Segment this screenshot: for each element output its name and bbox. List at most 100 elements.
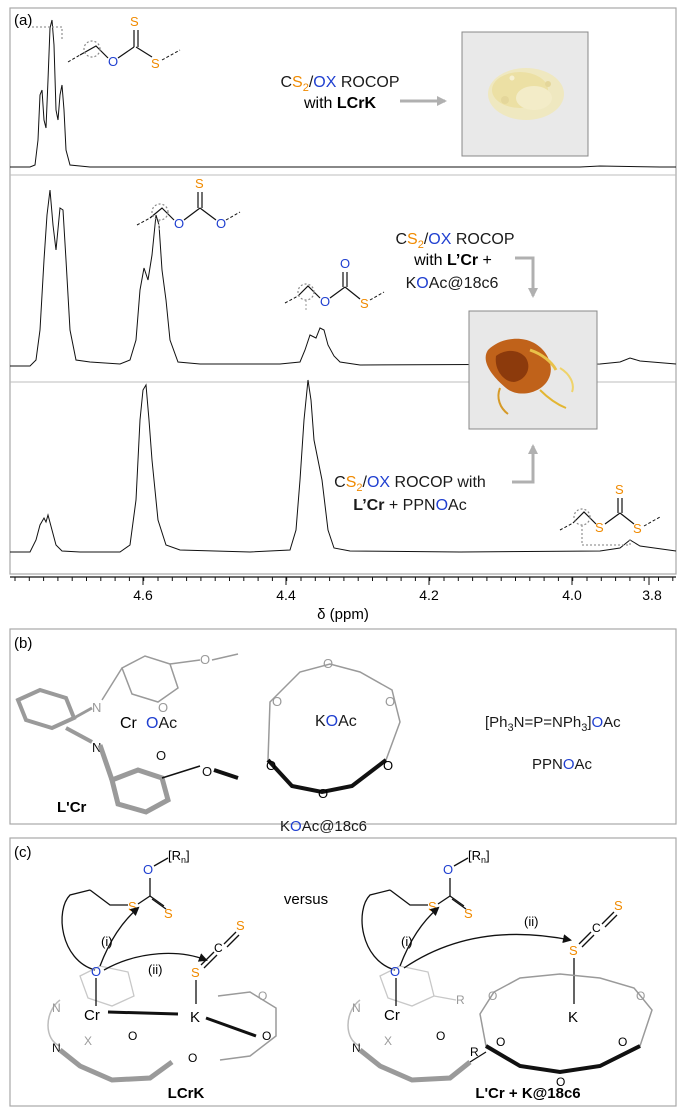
x-tick-4.0: 4.0 [562,587,582,603]
x-tick-4.2: 4.2 [419,587,439,603]
left-x: X [84,1034,92,1048]
caption-top-line1-seg-1: S [292,74,303,91]
crown-o-6: O [383,758,393,773]
panel-c-frame [9,837,677,1107]
ppn-formula: [Ph3N=P=NPh3]OAc [485,714,621,734]
caption-mid-line2: with L’Cr + [413,252,492,269]
caption-mid-line3-seg-1: O [416,275,428,292]
right-step-ii: (ii) [524,914,538,929]
atom-s-bot-3: S [633,521,642,536]
structure-bottom-trithiocarbonate: S S S [559,482,661,546]
atom-o-mid-1: O [174,216,184,231]
left-thioester-s: S [128,899,137,914]
crown-label: KOAc@18c6 [280,818,367,835]
left-step-i: (i) [101,934,113,949]
right-phenoxide-o: O [436,1029,445,1043]
x-axis-title: δ (ppm) [317,606,369,623]
spectrum-top-trace [10,19,676,168]
left-imine-n-top: N [52,1001,61,1015]
salen-imine-n-top: N [92,700,101,715]
atom-s-top-1: S [130,14,139,29]
caption-bottom-line2-seg-0: L’Cr [353,497,384,514]
structure-top-ester: O S S [32,14,181,71]
caption-bottom-line1-seg-5: ROCOP with [390,474,486,491]
salen-axial-oac: OAc [146,715,177,732]
salen-cr-complex: N N O O Cr OAc O O L'Cr [15,652,239,816]
crown-label-seg-2: Ac@18c6 [302,818,367,835]
atom-s-mid-2: S [360,296,369,311]
left-cs2-s-1: S [191,965,200,980]
mechanism-lcr-k18c6: S O [Rn] S R N N O Cr X O (i) (ii) S [347,848,653,1102]
versus-label: versus [284,891,328,908]
caption-mid-catalyst: L’Cr [447,252,478,269]
caption-top-line1-seg-4: OX [313,74,336,91]
spectrum-middle-trace [10,189,677,367]
right-polymer-sub: n [481,855,486,865]
right-step-i: (i) [401,934,413,949]
caption-bottom-line1-seg-1: S [346,474,357,491]
caption-bottom-line2-seg-2: O [436,497,448,514]
crown-o-1: O [272,694,282,709]
panel-b: (b) N N O O Cr OAc O O L'Cr [9,628,677,835]
caption-top-line1-seg-2: 2 [303,82,309,94]
structure-mid-thiocarbonate: O O S [284,256,385,312]
ppn-formula-seg-5: O [591,714,603,731]
crown-label-seg-1: O [290,818,302,835]
right-crown-o-5: O [556,1075,565,1089]
atom-s-bot-2: S [615,482,624,497]
atom-s-top-2: S [151,56,160,71]
caption-mid-line1-seg-4: OX [428,231,451,248]
atom-s-mid-1: S [195,176,204,191]
caption-bottom-line1: CS2/OX ROCOP with [334,474,486,494]
ppn-label-seg-0: PPN [532,756,563,773]
caption-top-line2: with LCrK [303,95,376,112]
panel-a-frame [9,7,677,575]
photo-pale-powder [461,31,589,157]
caption-bottom-line2-seg-3: Ac [448,497,467,514]
salen-phenoxide-o-bottom: O [156,748,166,763]
left-k: K [190,1009,200,1026]
caption-bottom-line1-seg-3: / [363,474,368,491]
salen-label: L'Cr [57,799,87,816]
ppn-label: PPNOAc [532,756,593,773]
crown-o-4: O [266,758,276,773]
atom-o-mid-4: O [340,256,350,271]
crown-o-2: O [323,656,333,671]
left-thione-s: S [164,906,173,921]
right-imine-n-bottom: N [352,1041,361,1055]
left-imine-n-bottom: N [52,1041,61,1055]
ppn-formula-seg-0: [Ph [485,714,508,731]
crown-o-3: O [385,694,395,709]
right-cs2-s-1: S [569,943,578,958]
x-tick-4.6: 4.6 [133,587,153,603]
caption-mid-line2-suffix: + [478,252,492,269]
caption-mid-line3: KOAc@18c6 [406,275,499,292]
left-alkoxide-o: O [91,964,101,979]
mechanism-lcrk: S O [Rn] S N N O Cr X (i) (ii) S C [47,848,277,1102]
caption-mid-line3-seg-2: Ac@18c6 [429,275,499,292]
caption-top-catalyst: LCrK [337,95,377,112]
right-k: K [568,1009,578,1026]
right-cs2-s-2: S [614,898,623,913]
left-cs2-c: C [214,941,223,955]
panel-a: (a) 4.6 4.4 4.2 4.0 3.8 δ (ppm) O [9,7,677,623]
panel-a-label: (a) [14,12,32,29]
left-polymer-sub: n [181,855,186,865]
crown-ether-koac: O O O O O O KOAc KOAc@18c6 [266,656,401,835]
crown-center-koac: KOAc [315,713,357,730]
x-tick-4.4: 4.4 [276,587,296,603]
caption-mid-line2-prefix: with [413,252,447,269]
salen-imine-n-bottom: N [92,740,101,755]
atom-o-mid-3: O [320,294,330,309]
arrow-bottom-to-photo [512,444,538,484]
salen-metal: Cr [120,715,138,732]
caption-bottom-line1-seg-0: C [334,474,346,491]
photo-orange-film [468,310,598,430]
ppn-formula-seg-3: 3 [581,722,587,734]
caption-bottom-line1-seg-4: OX [367,474,390,491]
caption-top-line1-seg-3: / [309,74,314,91]
right-polymer-close: ] [486,848,490,863]
right-thione-s: S [464,906,473,921]
salen-oac-seg-0: O [146,715,158,732]
